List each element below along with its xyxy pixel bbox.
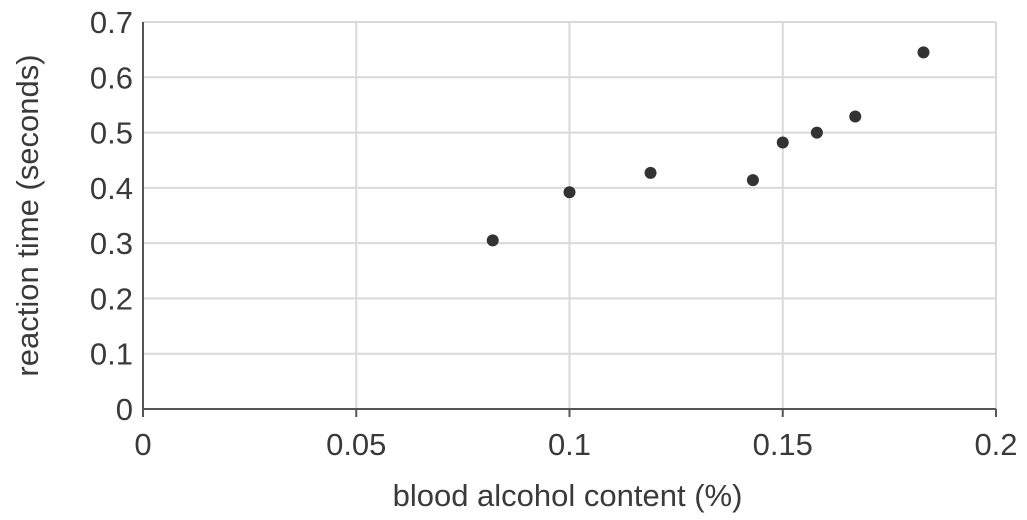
data-points [486,46,930,247]
data-point [849,110,862,123]
y-tick-label: 0 [116,392,133,427]
axes [142,22,997,417]
data-point [486,234,499,247]
y-tick-label: 0.5 [90,116,133,151]
y-tick-label: 0.6 [90,60,133,95]
x-tick-label: 0 [134,427,151,462]
y-tick-labels: 0 0.1 0.2 0.3 0.4 0.5 0.6 0.7 [90,5,133,427]
data-point [563,186,576,199]
grid-lines [143,21,997,409]
y-tick-label: 0.7 [90,5,133,40]
data-point [776,136,789,149]
x-tick-labels: 0 0.05 0.1 0.15 0.2 [134,427,1017,462]
data-point [917,46,930,59]
x-tick-label: 0.1 [548,427,591,462]
y-tick-label: 0.3 [90,226,133,261]
data-point [746,174,759,187]
x-axis-title: blood alcohol content (%) [393,478,743,513]
y-tick-label: 0.1 [90,337,133,372]
y-tick-label: 0.2 [90,281,133,316]
y-tick-label: 0.4 [90,171,133,206]
data-point [810,126,823,139]
x-tick-label: 0.15 [753,427,813,462]
y-axis-title: reaction time (seconds) [10,54,45,376]
x-tick-label: 0.05 [326,427,386,462]
x-tick-label: 0.2 [974,427,1017,462]
data-point [644,166,657,179]
